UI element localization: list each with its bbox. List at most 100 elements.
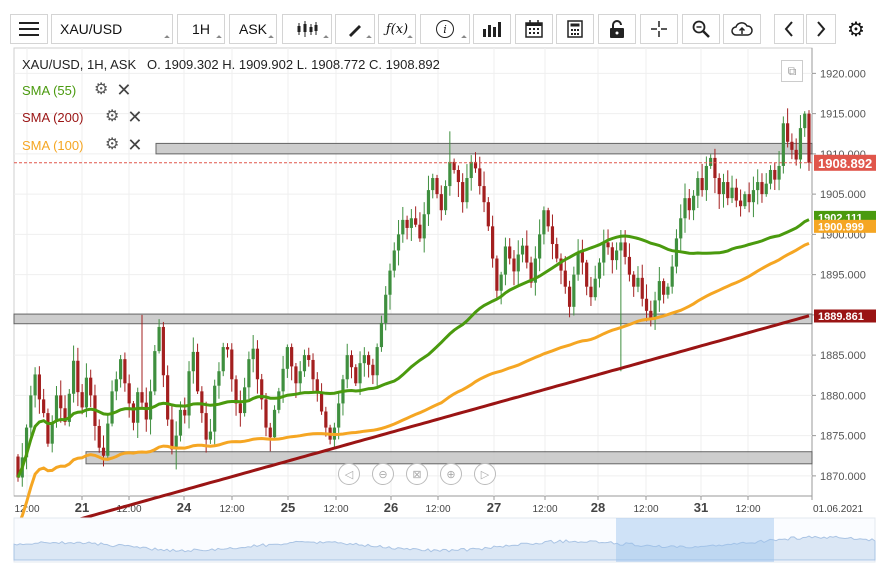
candle-body — [602, 242, 606, 263]
candle — [533, 246, 537, 296]
bars-button[interactable] — [473, 14, 511, 44]
candles-icon — [297, 21, 318, 37]
candle — [166, 365, 170, 426]
menu-button[interactable] — [10, 14, 48, 44]
candle-body — [580, 252, 584, 263]
expand-button[interactable]: ⧉ — [781, 60, 803, 82]
candle-body — [71, 360, 76, 394]
reset-zoom-button[interactable]: ⊠ — [406, 463, 428, 485]
crosshair-button[interactable] — [640, 14, 678, 44]
candle-body — [529, 262, 533, 283]
calendar-button[interactable] — [515, 14, 553, 44]
price-label-text: 1908.892 — [818, 156, 872, 171]
gear-icon[interactable]: ⚙ — [105, 136, 120, 153]
candle-body — [200, 391, 204, 414]
x-tick-label: 12:00 — [14, 504, 39, 515]
price-label-box — [814, 219, 876, 233]
zoom-button[interactable] — [682, 14, 720, 44]
symbol-selector[interactable]: XAU/USD — [51, 14, 173, 44]
candle-body — [384, 294, 388, 323]
candle-body — [786, 123, 790, 142]
scroll-right-button[interactable] — [806, 14, 836, 44]
close-icon[interactable]: ✕ — [127, 107, 143, 127]
candle-body — [572, 274, 576, 307]
candle-body — [191, 351, 195, 372]
candle-body — [80, 392, 84, 408]
candle — [396, 220, 401, 266]
candle — [71, 345, 76, 403]
zoom-in-button[interactable]: ⊕ — [440, 463, 462, 485]
candle — [371, 358, 375, 385]
close-icon[interactable]: ✕ — [116, 80, 132, 100]
toolbar: XAU/USD 1H ASK ƒ(x) i ⚙ — [0, 0, 879, 48]
candle — [567, 280, 572, 318]
candle — [768, 165, 773, 190]
zoom-out-button[interactable]: ⊖ — [372, 463, 394, 485]
candle — [157, 319, 161, 354]
candle-body — [195, 351, 200, 392]
candle-body — [396, 234, 401, 251]
candle-body — [666, 286, 670, 295]
candle — [127, 374, 131, 418]
indicators-button[interactable]: ƒ(x) — [378, 14, 416, 44]
y-tick-label: 1875.000 — [820, 431, 866, 443]
candle — [794, 138, 798, 166]
candle-body — [277, 391, 281, 410]
candle-body — [807, 113, 811, 163]
gear-icon[interactable]: ⚙ — [105, 108, 120, 125]
close-icon[interactable]: ✕ — [127, 135, 143, 155]
chevron-right-icon: ▷ — [480, 468, 490, 481]
candle — [324, 406, 328, 437]
scroll-left-button[interactable] — [774, 14, 804, 44]
settings-button[interactable]: ⚙ — [840, 14, 872, 44]
timeframe-selector[interactable]: 1H — [177, 14, 225, 44]
candle — [264, 393, 268, 437]
candle-body — [456, 169, 460, 183]
support-resistance-zone — [13, 313, 813, 325]
candle — [760, 173, 764, 203]
pan-left-button[interactable]: ◁ — [338, 463, 360, 485]
candle — [700, 163, 704, 197]
candle — [422, 202, 426, 253]
price-label-box — [814, 309, 876, 323]
candle-body — [264, 399, 268, 428]
candle-body — [42, 399, 46, 414]
candle-body — [89, 377, 93, 396]
candle-body — [37, 374, 41, 400]
candle-body — [619, 242, 623, 251]
price-side-selector[interactable]: ASK — [229, 14, 277, 44]
info-button[interactable]: i — [420, 14, 470, 44]
y-axis: 1920.0001915.0001910.0001905.0001900.000… — [14, 68, 866, 483]
candle — [349, 350, 354, 379]
candle — [756, 169, 760, 205]
drawing-tools-button[interactable] — [335, 14, 375, 44]
candle-body — [63, 408, 67, 422]
calculator-button[interactable] — [556, 14, 594, 44]
candle-body — [367, 355, 371, 365]
candle — [195, 343, 200, 395]
x-tick-label: 12:00 — [116, 504, 141, 515]
candle — [516, 240, 520, 287]
candle — [59, 380, 63, 423]
candle — [546, 207, 550, 232]
candle — [401, 206, 405, 243]
lock-button[interactable] — [598, 14, 636, 44]
cloud-upload-button[interactable] — [723, 14, 761, 44]
candle — [119, 354, 123, 388]
crosshair-icon — [651, 21, 667, 37]
lock-icon — [610, 20, 624, 38]
x-tick-label: 31 — [694, 500, 708, 515]
candle — [751, 176, 756, 218]
candle-body — [649, 310, 653, 319]
candle-body — [16, 456, 20, 478]
candle-body — [217, 371, 221, 386]
candle — [42, 388, 46, 418]
gear-icon[interactable]: ⚙ — [94, 81, 109, 98]
candle — [29, 385, 33, 441]
candle-body — [405, 219, 409, 228]
candle-body — [747, 194, 751, 203]
chart-type-button[interactable] — [282, 14, 332, 44]
candle — [285, 344, 289, 378]
pan-right-button[interactable]: ▷ — [474, 463, 496, 485]
